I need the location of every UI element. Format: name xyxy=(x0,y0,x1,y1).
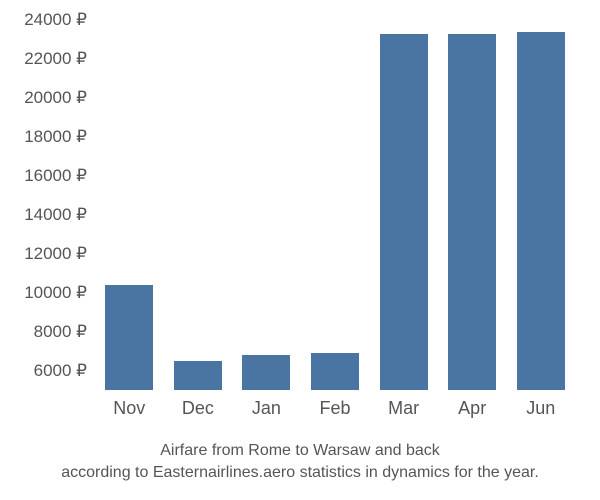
y-tick-label: 14000 ₽ xyxy=(24,205,87,225)
bar xyxy=(517,32,565,390)
x-axis-labels: NovDecJanFebMarAprJun xyxy=(95,398,575,419)
bar-slot xyxy=(506,20,575,390)
bar-slot xyxy=(301,20,370,390)
y-tick-label: 6000 ₽ xyxy=(34,361,87,381)
y-tick-label: 16000 ₽ xyxy=(24,166,87,186)
x-tick-label: Dec xyxy=(164,398,233,419)
y-tick-label: 18000 ₽ xyxy=(24,127,87,147)
y-tick-label: 22000 ₽ xyxy=(24,49,87,69)
caption-line-1: Airfare from Rome to Warsaw and back xyxy=(0,440,600,462)
y-tick-label: 20000 ₽ xyxy=(24,88,87,108)
bar xyxy=(174,361,222,390)
bar-slot xyxy=(438,20,507,390)
bar-slot xyxy=(164,20,233,390)
chart-caption: Airfare from Rome to Warsaw and back acc… xyxy=(0,440,600,483)
bar xyxy=(242,355,290,390)
bar xyxy=(105,285,153,390)
bar-slot xyxy=(95,20,164,390)
x-tick-label: Jan xyxy=(232,398,301,419)
y-tick-label: 8000 ₽ xyxy=(34,322,87,342)
x-tick-label: Feb xyxy=(301,398,370,419)
bars-container xyxy=(95,20,575,390)
bar xyxy=(448,34,496,390)
bar-slot xyxy=(232,20,301,390)
y-tick-label: 12000 ₽ xyxy=(24,244,87,264)
x-tick-label: Apr xyxy=(438,398,507,419)
plot-area xyxy=(95,20,575,390)
x-tick-label: Mar xyxy=(369,398,438,419)
y-tick-label: 24000 ₽ xyxy=(24,10,87,30)
caption-line-2: according to Easternairlines.aero statis… xyxy=(0,462,600,484)
y-axis: 6000 ₽ 8000 ₽ 10000 ₽ 12000 ₽ 14000 ₽ 16000 ₽… xyxy=(0,20,95,390)
bar xyxy=(380,34,428,390)
airfare-bar-chart: 6000 ₽ 8000 ₽ 10000 ₽ 12000 ₽ 14000 ₽ 16000 ₽… xyxy=(0,0,600,500)
x-tick-label: Nov xyxy=(95,398,164,419)
bar xyxy=(311,353,359,390)
y-tick-label: 10000 ₽ xyxy=(24,283,87,303)
x-tick-label: Jun xyxy=(506,398,575,419)
bar-slot xyxy=(369,20,438,390)
